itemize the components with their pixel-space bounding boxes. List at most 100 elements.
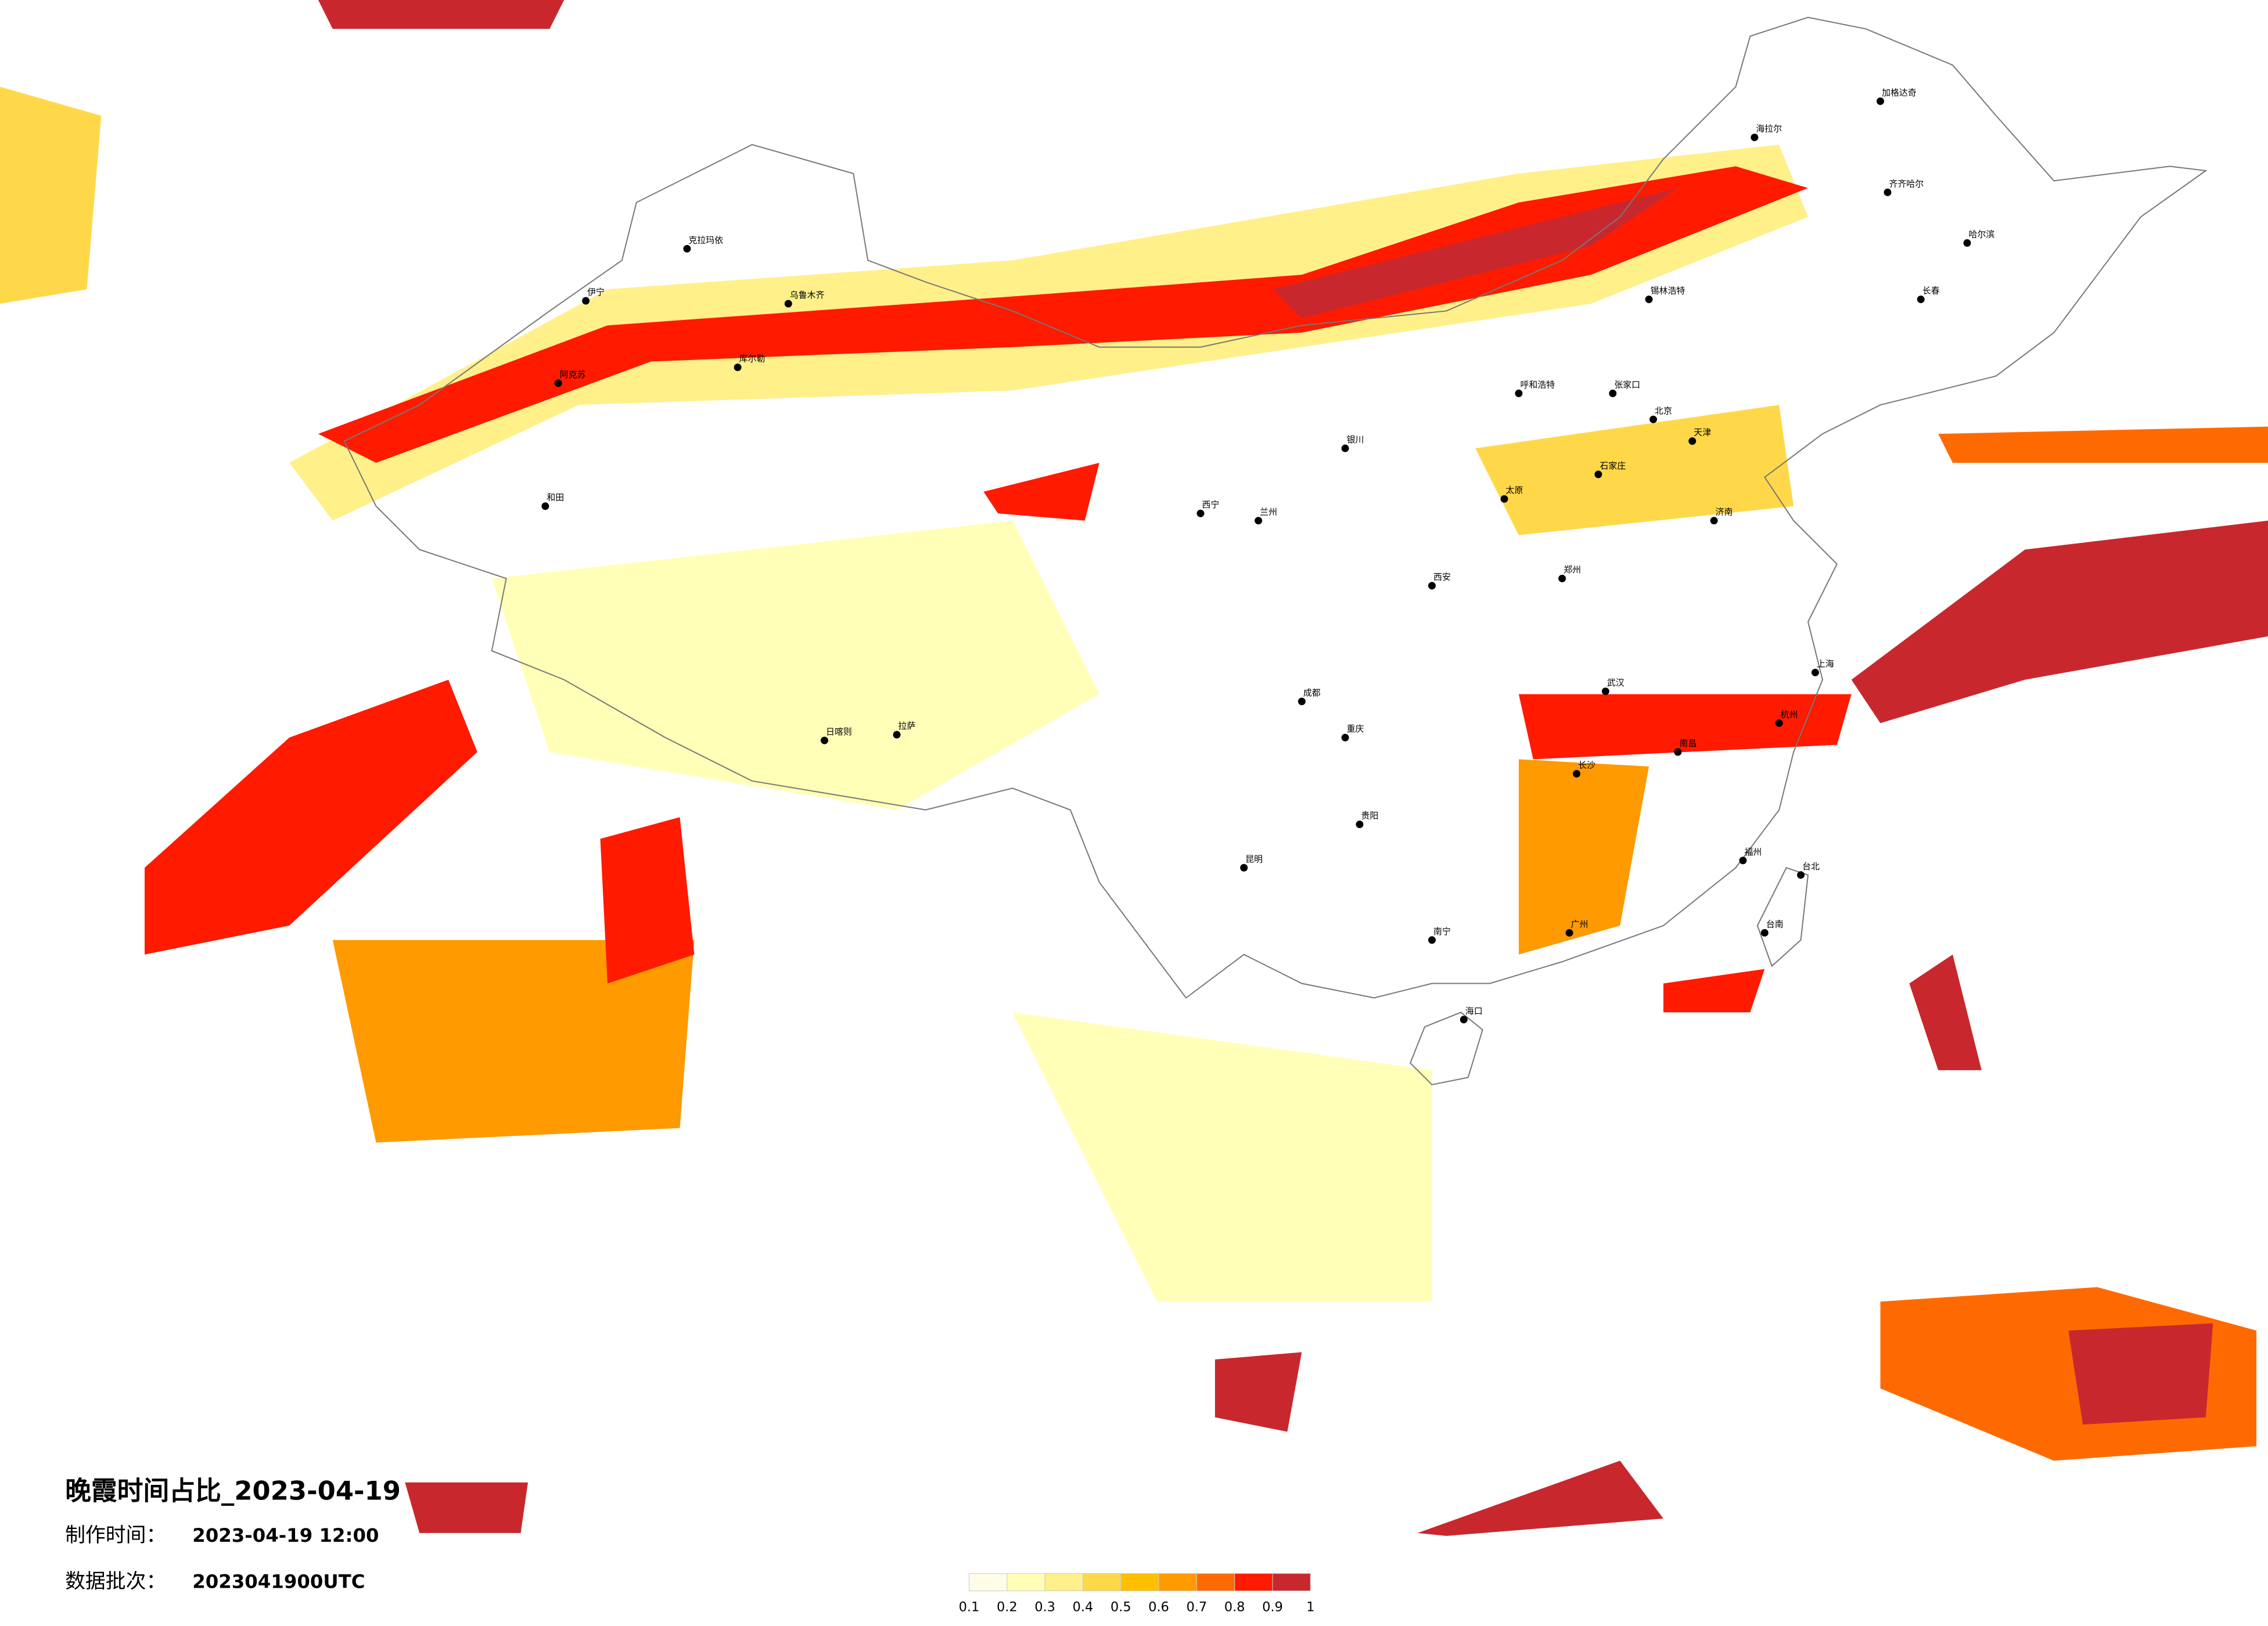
city-label: 福州 (1744, 847, 1762, 857)
city-dot (1255, 517, 1263, 525)
made-label: 制作时间： (65, 1524, 166, 1547)
heat-area (0, 87, 102, 304)
colorbar-box (1083, 1573, 1122, 1591)
city-label: 武汉 (1607, 677, 1624, 688)
city-label: 台北 (1802, 861, 1820, 872)
map-title: 晚霞时间占比_2023-04-19 (65, 1476, 401, 1506)
island-border (1756, 867, 1809, 967)
city-dot (582, 297, 590, 305)
city-label: 南昌 (1679, 738, 1696, 749)
city-label: 和田 (547, 492, 564, 503)
city-label: 阿克苏 (560, 369, 586, 380)
country-border (343, 16, 2208, 999)
heat-area (1417, 1460, 1663, 1536)
colorbar-box (1158, 1573, 1197, 1591)
colorbar-tick-label: 0.9 (1262, 1599, 1283, 1614)
city-dot (1751, 134, 1759, 142)
city-dot (1356, 821, 1364, 829)
city-label: 海拉尔 (1756, 124, 1782, 134)
city-dot (1297, 697, 1306, 706)
colorbar-tick-label: 0.7 (1187, 1599, 1207, 1614)
city-dot (1341, 444, 1349, 452)
city-label: 成都 (1303, 688, 1321, 698)
colorbar-tick-label: 0.4 (1073, 1599, 1094, 1614)
city-dot (1460, 1016, 1468, 1024)
city-dot (1515, 389, 1523, 397)
colorbar-tick-label: 0.2 (997, 1599, 1018, 1614)
city-dot (1674, 748, 1682, 756)
city-dot (893, 731, 901, 739)
city-dot (1877, 97, 1885, 105)
city-label: 长沙 (1578, 760, 1595, 770)
heat-area (1851, 520, 2268, 724)
city-dot (1565, 929, 1573, 937)
city-label: 天津 (1694, 427, 1711, 438)
heat-area (405, 1482, 529, 1533)
city-dot (1775, 719, 1783, 727)
city-label: 贵阳 (1361, 811, 1378, 821)
colorbar-tick-label: 0.3 (1034, 1599, 1055, 1614)
city-dot (1710, 517, 1718, 525)
city-label: 济南 (1716, 507, 1733, 517)
city-dot (1760, 929, 1769, 937)
city-label: 锡林浩特 (1651, 286, 1685, 296)
colorbar-box (1120, 1573, 1159, 1591)
city-label: 拉萨 (898, 721, 916, 731)
heat-area (318, 0, 565, 29)
colorbar-box (1196, 1573, 1235, 1591)
colorbar-box (1007, 1573, 1045, 1591)
city-label: 南宁 (1433, 926, 1451, 937)
heat-area (332, 940, 695, 1143)
city-label: 太原 (1506, 485, 1523, 495)
heat-area (1475, 405, 1794, 535)
city-label: 广州 (1571, 919, 1588, 929)
city-dot (1601, 687, 1609, 695)
heat-area (2068, 1323, 2213, 1425)
city-dot (1573, 769, 1581, 778)
heat-area (983, 462, 1099, 521)
city-label: 台南 (1766, 919, 1784, 929)
heat-area (1518, 759, 1649, 955)
city-dot (1963, 239, 1971, 247)
heat-area (1938, 426, 2268, 463)
city-dot (1811, 668, 1819, 677)
city-label: 张家口 (1614, 379, 1640, 390)
colorbar-tick-label: 0.6 (1148, 1599, 1169, 1614)
city-dot (1594, 470, 1602, 479)
city-dot (1609, 389, 1617, 397)
heat-area (1012, 1012, 1432, 1302)
colorbar-tick-label: 0.1 (959, 1599, 980, 1614)
city-dot (734, 364, 742, 372)
city-label: 呼和浩特 (1520, 379, 1555, 390)
city-label: 重庆 (1347, 724, 1364, 734)
city-label: 杭州 (1781, 709, 1798, 720)
city-label: 银川 (1347, 434, 1364, 445)
city-label: 库尔勒 (739, 354, 765, 364)
batch-label: 数据批次： (65, 1570, 166, 1593)
colorbar-box (1044, 1573, 1084, 1591)
city-label: 日喀则 (826, 726, 852, 737)
city-label: 长春 (1922, 286, 1940, 296)
city-dot (1500, 495, 1508, 503)
colorbar-box (969, 1573, 1008, 1591)
island-border (1410, 1012, 1483, 1085)
city-label: 昆明 (1245, 854, 1263, 864)
colorbar-tick-label: 0.8 (1224, 1599, 1245, 1614)
city-label: 伊宁 (587, 287, 605, 297)
colorbar: 0.1 0.2 0.3 0.4 0.5 0.6 0.7 0.8 0.9 1 (959, 1573, 1314, 1614)
city-label: 西安 (1433, 572, 1451, 582)
city-dot (1558, 574, 1566, 582)
city-dot (1649, 415, 1658, 423)
city-dot (683, 244, 691, 253)
city-dot (1428, 936, 1436, 944)
colorbar-tick-label: 0.5 (1110, 1599, 1131, 1614)
city-label: 海口 (1465, 1006, 1483, 1016)
heat-area (1214, 1352, 1302, 1432)
city-dot (821, 736, 829, 744)
city-dot (1884, 188, 1892, 196)
city-dot (1688, 437, 1696, 445)
heat-area (1663, 969, 1765, 1013)
heat-area (1909, 954, 1982, 1070)
